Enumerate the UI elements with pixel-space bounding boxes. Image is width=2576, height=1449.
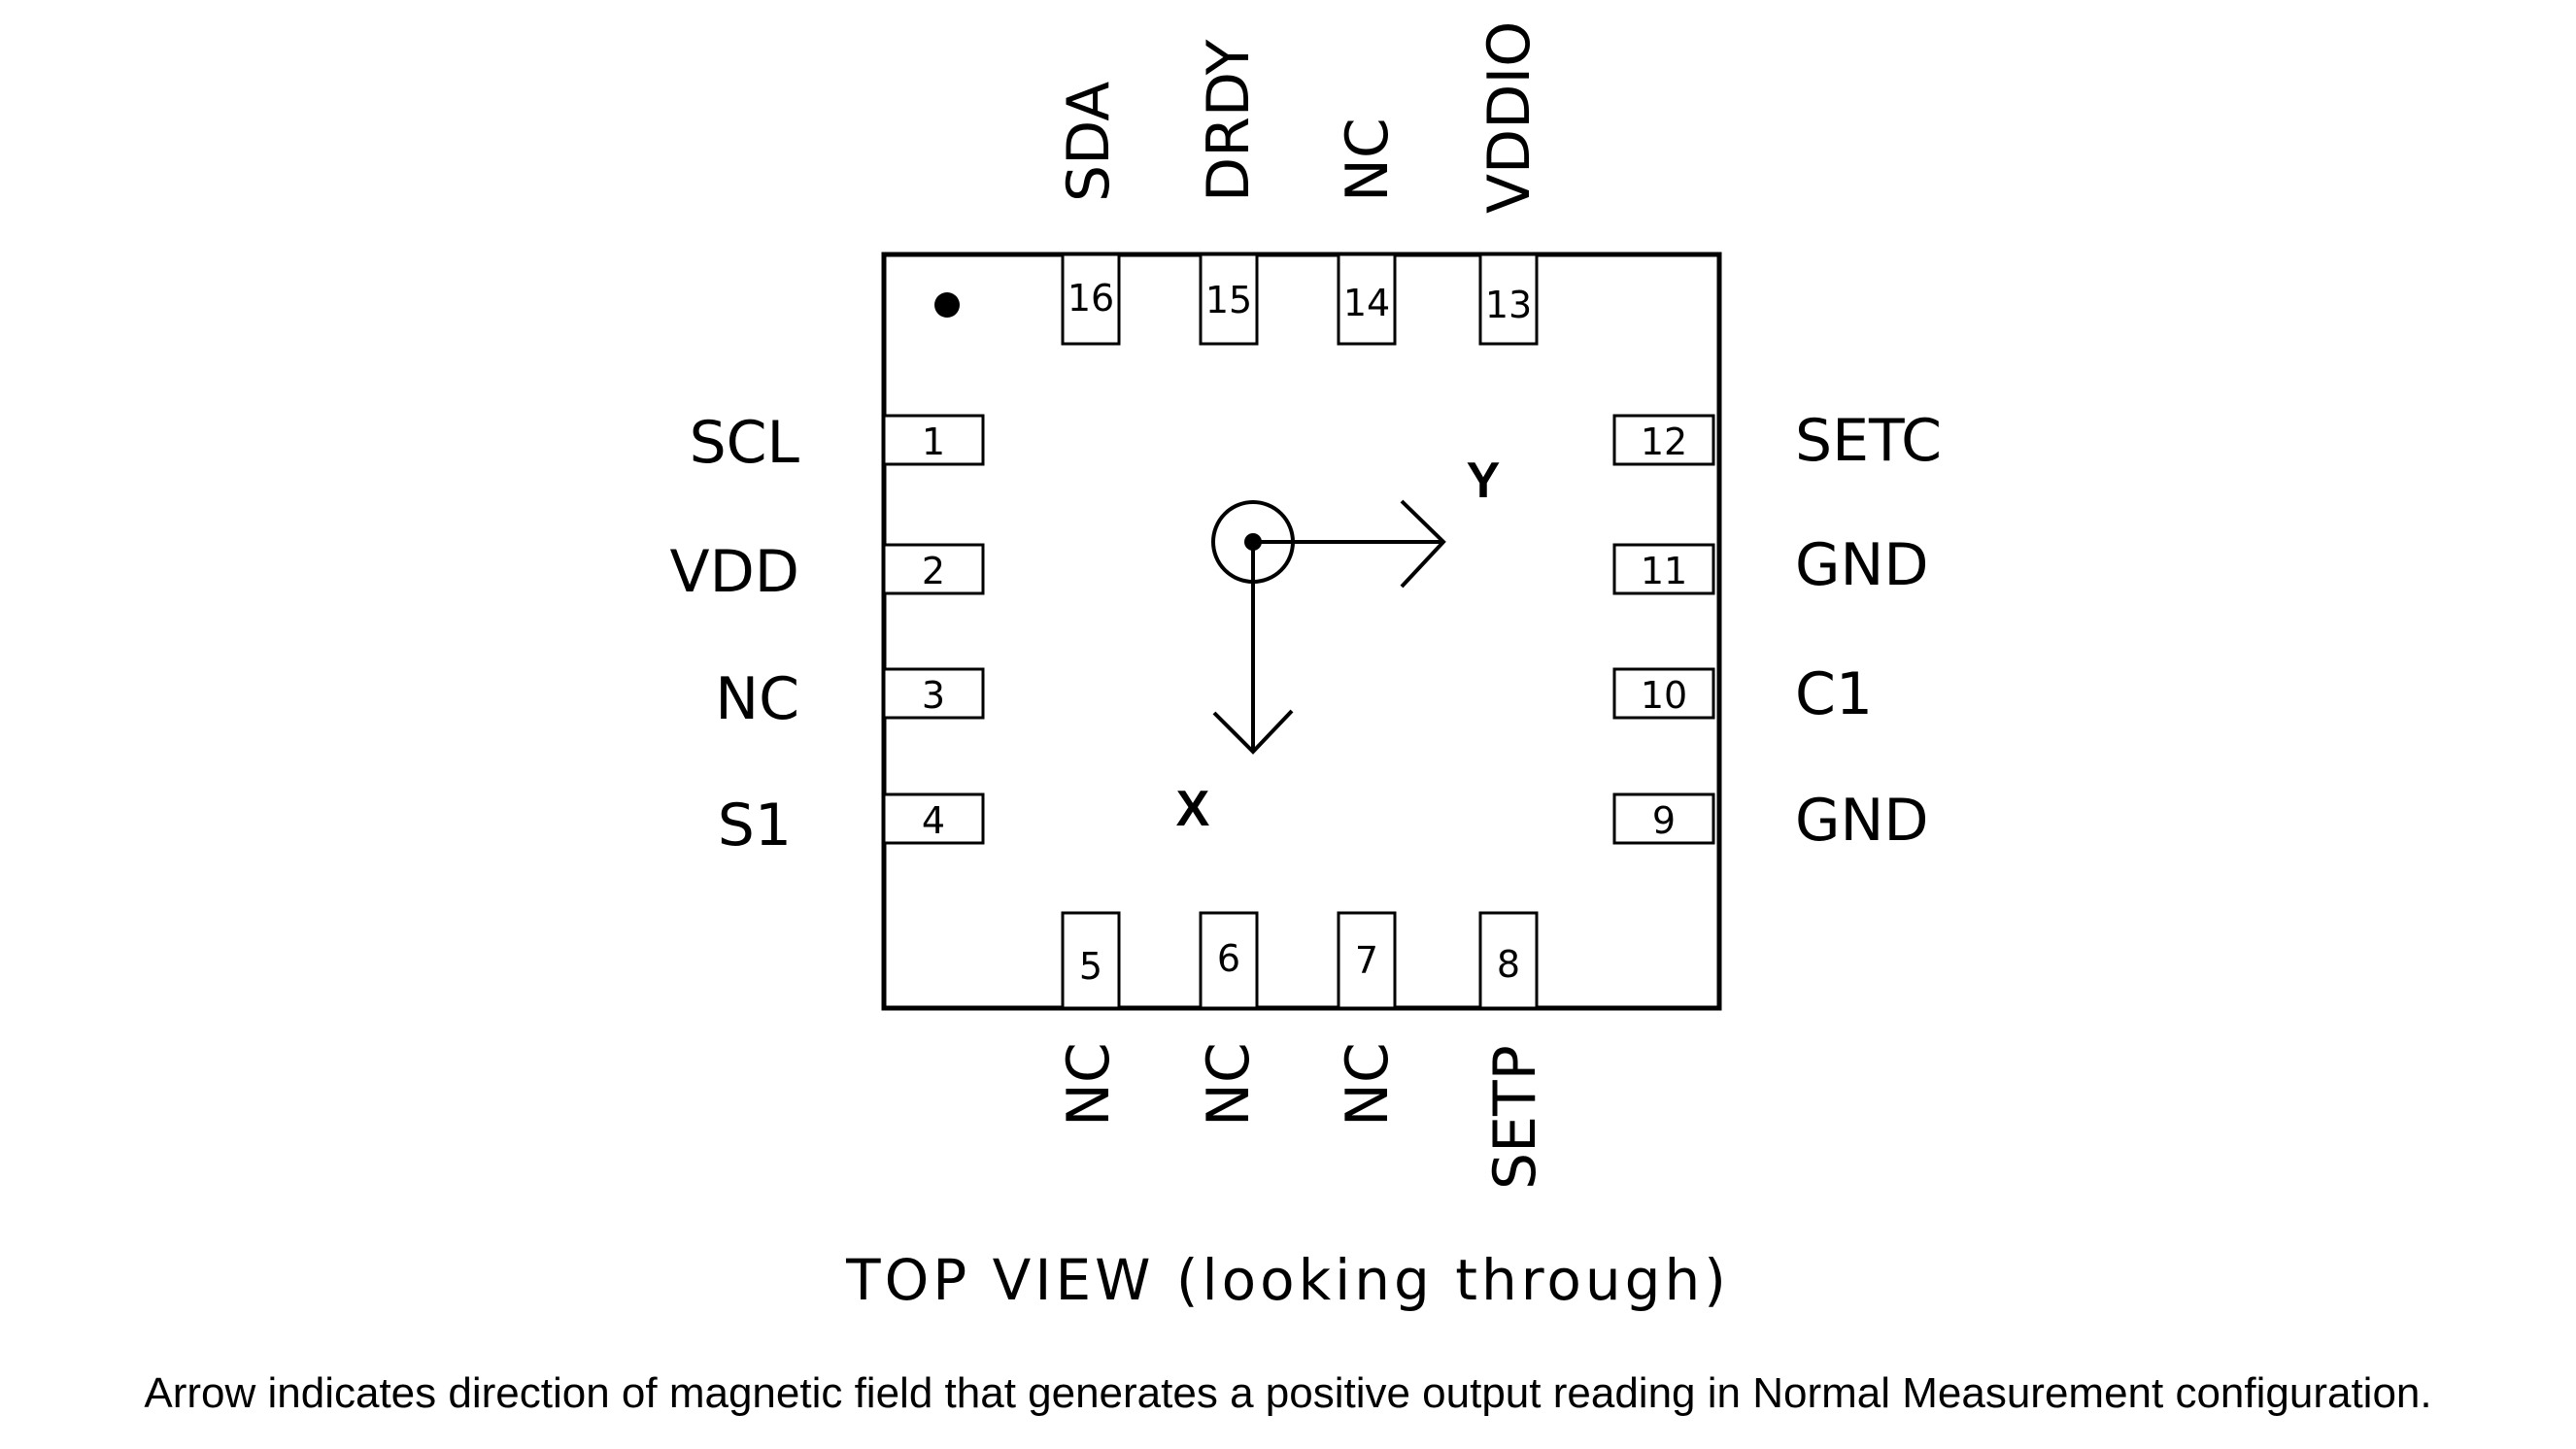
pin-name: SDA xyxy=(1055,82,1123,202)
pin-name: NC xyxy=(1334,118,1402,202)
pin-6: 6 NC xyxy=(1195,911,1263,1127)
y-arrow-head-icon xyxy=(1400,499,1446,589)
pin-2: 2 VDD xyxy=(670,538,985,606)
pin-3: 3 NC xyxy=(715,665,985,733)
pin-name: VDD xyxy=(670,538,799,606)
pin-11: 11 GND xyxy=(1612,531,1929,599)
package-outline xyxy=(881,252,1722,1011)
pin-4: 4 S1 xyxy=(718,792,985,859)
pin-name: DRDY xyxy=(1195,39,1263,202)
pin-number: 16 xyxy=(1068,277,1114,320)
pin-name: SETC xyxy=(1795,407,1942,475)
pin-name: S1 xyxy=(718,792,792,859)
pin-16: 16 SDA xyxy=(1055,82,1123,346)
pin-name: NC xyxy=(1195,1042,1263,1127)
pin-1: 1 SCL xyxy=(690,409,985,477)
pin-name: C1 xyxy=(1795,660,1873,728)
pin-number: 5 xyxy=(1079,945,1102,988)
pin-name: VDDIO xyxy=(1475,21,1543,214)
pin-number: 11 xyxy=(1641,550,1687,592)
pin-name: NC xyxy=(1055,1042,1123,1127)
pin1-indicator-dot xyxy=(934,292,960,318)
pin-number: 13 xyxy=(1485,284,1532,326)
pin-9: 9 GND xyxy=(1612,787,1929,855)
pin-15: 15 DRDY xyxy=(1195,39,1263,346)
x-arrow-head-icon xyxy=(1212,709,1294,755)
pin-number: 3 xyxy=(922,674,945,717)
pin-14: 14 NC xyxy=(1334,118,1402,346)
pin-number: 14 xyxy=(1343,282,1390,324)
pin-name: GND xyxy=(1795,787,1929,855)
pin-13: 13 VDDIO xyxy=(1475,21,1543,346)
pin-10: 10 C1 xyxy=(1612,660,1873,728)
pin-number: 2 xyxy=(922,550,945,592)
pin-number: 8 xyxy=(1497,943,1520,986)
pin-name: SETP xyxy=(1481,1045,1549,1190)
pin-number: 12 xyxy=(1641,421,1687,463)
pin-number: 15 xyxy=(1205,279,1252,321)
axis-symbol: Y X xyxy=(1176,453,1501,837)
pin-8: 8 SETP xyxy=(1478,911,1549,1190)
caption: Arrow indicates direction of magnetic fi… xyxy=(144,1369,2432,1417)
view-title: TOP VIEW (looking through) xyxy=(845,1247,1730,1313)
pin-name: SCL xyxy=(690,409,800,477)
pin-number: 9 xyxy=(1652,799,1676,842)
pin-12: 12 SETC xyxy=(1612,407,1942,475)
pin-name: NC xyxy=(1334,1042,1402,1127)
pin-number: 1 xyxy=(922,421,945,463)
pin-5: 5 NC xyxy=(1055,911,1123,1127)
pin-number: 6 xyxy=(1217,937,1240,980)
pin-7: 7 NC xyxy=(1334,911,1402,1127)
x-axis-label: X xyxy=(1176,781,1210,837)
pin-number: 7 xyxy=(1355,939,1378,982)
y-axis-label: Y xyxy=(1467,453,1501,509)
pin-number: 4 xyxy=(922,799,945,842)
pin-number: 10 xyxy=(1641,674,1687,717)
pin-name: NC xyxy=(715,665,799,733)
pin-name: GND xyxy=(1795,531,1929,599)
